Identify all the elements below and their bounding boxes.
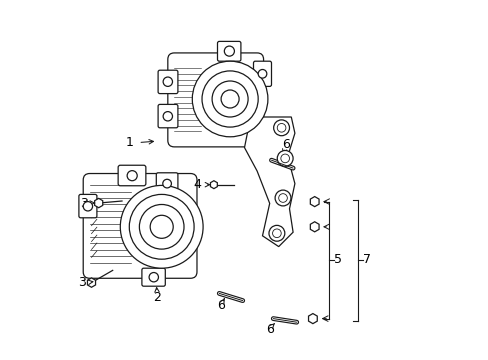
Circle shape <box>212 81 247 117</box>
Circle shape <box>192 61 267 137</box>
Circle shape <box>139 204 183 249</box>
FancyBboxPatch shape <box>217 41 241 61</box>
Polygon shape <box>87 278 95 287</box>
FancyBboxPatch shape <box>156 173 178 194</box>
Circle shape <box>163 179 171 188</box>
Circle shape <box>83 202 92 211</box>
Circle shape <box>275 190 290 206</box>
Polygon shape <box>210 181 217 189</box>
Circle shape <box>277 123 285 132</box>
Polygon shape <box>95 198 102 208</box>
Circle shape <box>268 225 284 241</box>
Text: 5: 5 <box>333 253 342 266</box>
Polygon shape <box>310 197 318 207</box>
Text: 6: 6 <box>265 323 273 336</box>
Circle shape <box>163 77 172 86</box>
Circle shape <box>120 185 203 268</box>
Circle shape <box>280 154 289 163</box>
Circle shape <box>221 90 239 108</box>
FancyBboxPatch shape <box>253 61 271 86</box>
Circle shape <box>277 150 292 166</box>
Circle shape <box>224 46 234 56</box>
Text: 4: 4 <box>193 178 201 191</box>
Polygon shape <box>308 314 317 324</box>
Text: 6: 6 <box>217 299 224 312</box>
FancyBboxPatch shape <box>79 194 97 218</box>
Circle shape <box>129 194 194 259</box>
Circle shape <box>149 273 158 282</box>
Circle shape <box>163 112 172 121</box>
FancyBboxPatch shape <box>83 174 197 278</box>
Circle shape <box>150 215 173 238</box>
FancyBboxPatch shape <box>158 104 178 128</box>
Circle shape <box>272 229 281 238</box>
Polygon shape <box>244 117 294 247</box>
Circle shape <box>258 69 266 78</box>
Circle shape <box>127 171 137 181</box>
FancyBboxPatch shape <box>167 53 263 147</box>
Polygon shape <box>310 222 318 232</box>
Text: 7: 7 <box>362 253 370 266</box>
FancyBboxPatch shape <box>142 268 165 286</box>
Text: 3: 3 <box>78 276 86 289</box>
FancyBboxPatch shape <box>118 165 145 186</box>
FancyBboxPatch shape <box>158 70 178 94</box>
Circle shape <box>273 120 289 136</box>
Text: 3: 3 <box>80 197 88 210</box>
Text: 2: 2 <box>153 291 161 304</box>
Circle shape <box>202 71 258 127</box>
Text: 6: 6 <box>282 138 289 150</box>
Circle shape <box>278 194 287 202</box>
Text: 1: 1 <box>125 136 133 149</box>
